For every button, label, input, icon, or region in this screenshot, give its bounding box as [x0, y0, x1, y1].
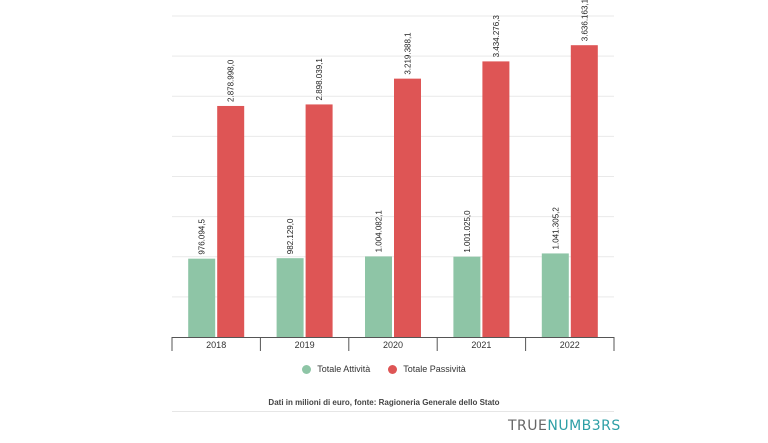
value-label-passivita-2018: 2.878.998,0 — [227, 59, 236, 102]
bar-passivita-2020[interactable] — [394, 78, 421, 337]
legend: Totale Attività Totale Passività — [0, 364, 768, 374]
logo-part-true: TRUE — [508, 418, 548, 434]
bar-passivita-2021[interactable] — [482, 61, 510, 338]
bar-attivita-2019[interactable] — [276, 258, 304, 337]
x-tick-label-2019: 2019 — [295, 340, 315, 350]
bar-attivita-2020[interactable] — [365, 256, 392, 337]
bars — [188, 45, 598, 338]
bar-passivita-2022[interactable] — [570, 45, 598, 338]
legend-label-attivita: Totale Attività — [317, 364, 371, 374]
legend-item-attivita[interactable]: Totale Attività — [302, 364, 370, 374]
value-label-passivita-2021: 3.434.276,3 — [492, 15, 501, 58]
bar-attivita-2018[interactable] — [188, 258, 216, 337]
value-label-attivita-2022: 1.041.305,2 — [551, 207, 560, 250]
bar-attivita-2022[interactable] — [541, 253, 569, 337]
value-label-attivita-2020: 1.004.082,1 — [375, 210, 384, 253]
bar-passivita-2018[interactable] — [217, 105, 245, 337]
value-label-attivita-2018: 976.094,5 — [198, 219, 207, 255]
bar-passivita-2019[interactable] — [305, 104, 333, 337]
source-note: Dati in milioni di euro, fonte: Ragioner… — [268, 398, 500, 407]
legend-dot-passivita — [388, 364, 398, 374]
x-tick-label-2018: 2018 — [206, 340, 226, 350]
bar-chart: 976.094,5 2.878.998,0 982.129,0 2.898.039,1… — [171, 0, 615, 351]
legend-item-passivita[interactable]: Totale Passività — [388, 364, 466, 374]
value-labels: 976.094,5 2.878.998,0 982.129,0 2.898.039,1… — [198, 0, 590, 255]
x-tick-label-2021: 2021 — [471, 340, 491, 350]
x-tick-label-2022: 2022 — [560, 340, 580, 350]
value-label-attivita-2019: 982.129,0 — [286, 218, 295, 254]
truenumbers-logo: TRUENUMB3RS — [508, 418, 621, 434]
logo-part-numbers: NUMB3RS — [547, 418, 621, 434]
value-label-passivita-2019: 2.898.039,1 — [315, 58, 324, 101]
legend-label-passivita: Totale Passività — [403, 364, 466, 374]
value-label-passivita-2022: 3.636.163,1 — [580, 0, 589, 41]
value-label-passivita-2020: 3.219.388,1 — [404, 32, 413, 75]
gridlines — [172, 15, 614, 298]
x-tick-label-2020: 2020 — [383, 340, 403, 350]
bar-attivita-2021[interactable] — [453, 256, 481, 337]
divider — [172, 411, 614, 412]
legend-dot-attivita — [302, 364, 312, 374]
x-axis: 2018 2019 2020 2021 2022 — [171, 337, 615, 351]
value-label-attivita-2021: 1.001.025,0 — [463, 210, 472, 253]
